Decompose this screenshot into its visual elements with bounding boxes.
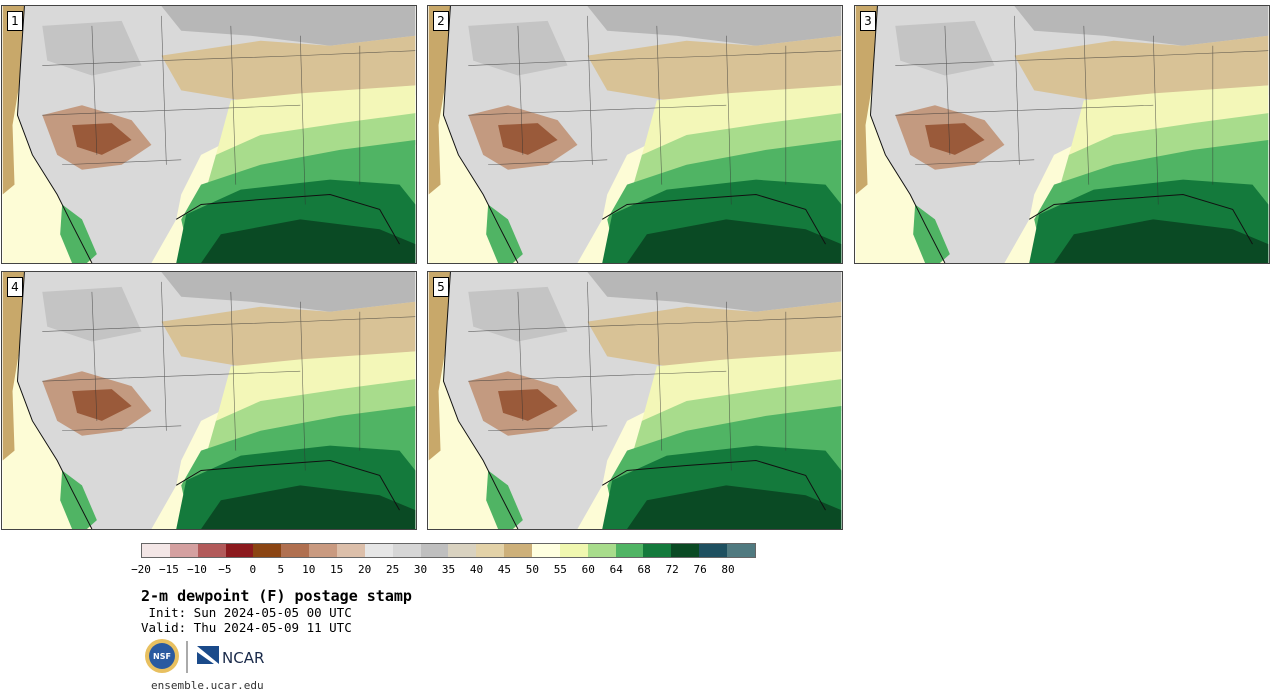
colorbar-swatch [420, 544, 449, 557]
colorbar-tick-label: 45 [497, 563, 512, 576]
colorbar-tick-label: 64 [609, 563, 623, 576]
colorbar-tick-label: 60 [581, 563, 595, 576]
valid-time: Valid: Thu 2024-05-09 11 UTC [141, 620, 352, 635]
colorbar [141, 543, 756, 558]
colorbar-swatch [699, 544, 728, 557]
map-panel-5: 5 [427, 271, 843, 530]
ncar-logo: NCAR [197, 646, 264, 667]
colorbar-tick-label: 10 [302, 563, 316, 576]
panel-label-5: 5 [433, 277, 449, 297]
colorbar-tick-label: 55 [553, 563, 567, 576]
colorbar-swatch [448, 544, 477, 557]
colorbar-ticks: −20 −15 −10 −5 0 5 10 15 20 25 30 35 40 45 50 55 60 64 68 7… [131, 563, 756, 577]
colorbar-tick-label: 50 [525, 563, 539, 576]
colorbar-swatch [197, 544, 226, 557]
colorbar-tick-label: −20 [131, 563, 151, 576]
colorbar-tick-label: 80 [721, 563, 735, 576]
colorbar-swatch [727, 544, 755, 557]
map-panel-1: 1 [1, 5, 417, 264]
colorbar-tick-label: 40 [469, 563, 484, 576]
colorbar-tick-label: 0 [249, 563, 257, 576]
colorbar-tick-label: 25 [385, 563, 400, 576]
colorbar-swatch [532, 544, 560, 557]
colorbar-swatch [281, 544, 310, 557]
colorbar-swatch [671, 544, 700, 557]
colorbar-swatch [337, 544, 365, 557]
ncar-logo-text: NCAR [222, 649, 264, 667]
colorbar-swatch [225, 544, 254, 557]
map-panel-3: 3 [854, 5, 1270, 264]
colorbar-tick-label: 72 [665, 563, 679, 576]
dewpoint-map-4 [2, 272, 416, 529]
map-panel-2: 2 [427, 5, 843, 264]
colorbar-tick-label: 68 [637, 563, 651, 576]
site-url: ensemble.ucar.edu [151, 679, 264, 692]
colorbar-swatch [643, 544, 672, 557]
colorbar-tick-label: 35 [441, 563, 456, 576]
colorbar-swatch [364, 544, 393, 557]
logos: NSF NCAR [145, 639, 264, 673]
colorbar-swatch [559, 544, 588, 557]
colorbar-tick-label: −15 [159, 563, 179, 576]
colorbar-tick-label: −5 [218, 563, 232, 576]
dewpoint-map-1 [2, 6, 416, 263]
panel-label-4: 4 [7, 277, 23, 297]
colorbar-tick-label: 30 [413, 563, 428, 576]
colorbar-swatch [169, 544, 198, 557]
colorbar-tick-label: 76 [693, 563, 707, 576]
plot-title: 2-m dewpoint (F) postage stamp [141, 587, 412, 605]
dewpoint-map-2 [428, 6, 842, 263]
colorbar-tick-label: −10 [186, 563, 207, 576]
colorbar-swatch [504, 544, 533, 557]
colorbar-swatch [142, 544, 170, 557]
dewpoint-map-3 [855, 6, 1269, 263]
init-time: Init: Sun 2024-05-05 00 UTC [141, 605, 352, 620]
panel-label-1: 1 [7, 11, 23, 31]
colorbar-swatch [587, 544, 616, 557]
colorbar-swatch [253, 544, 282, 557]
nsf-logo: NSF [145, 639, 179, 673]
nsf-logo-text: NSF [153, 652, 171, 661]
panel-label-2: 2 [433, 11, 449, 31]
colorbar-swatch [309, 544, 338, 557]
map-panel-4: 4 [1, 271, 417, 530]
colorbar-swatch [476, 544, 505, 557]
colorbar-swatch [615, 544, 644, 557]
colorbar-swatch [392, 544, 421, 557]
colorbar-tick-label: 5 [277, 563, 285, 576]
colorbar-tick-label: 15 [330, 563, 344, 576]
panel-label-3: 3 [860, 11, 876, 31]
dewpoint-map-5 [428, 272, 842, 529]
colorbar-tick-label: 20 [358, 563, 372, 576]
